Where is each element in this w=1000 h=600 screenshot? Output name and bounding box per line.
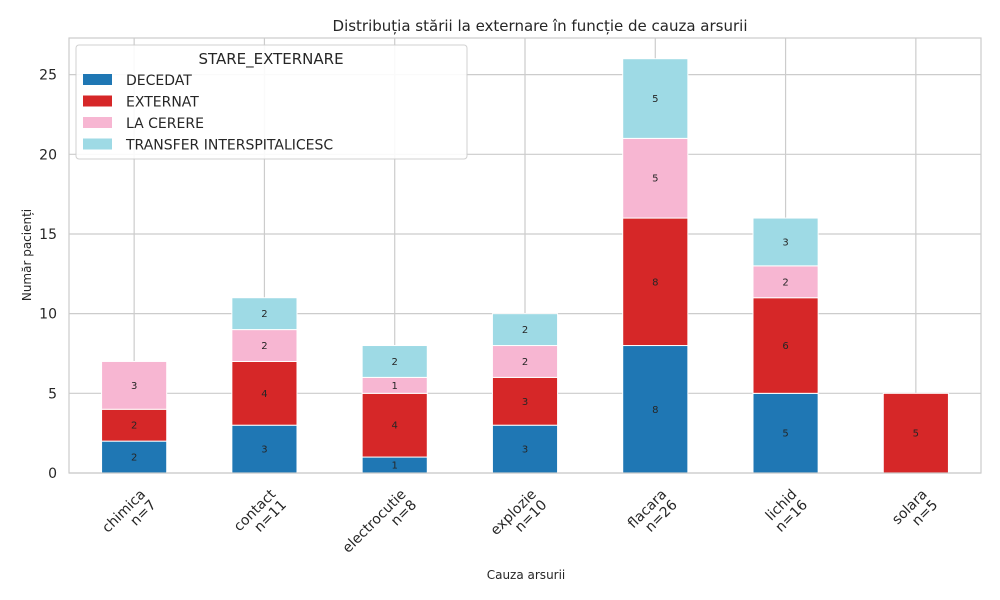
bar-segment-la-cerere — [491, 345, 559, 378]
data-label: 3 — [131, 381, 137, 392]
legend-entry: TRANSFER INTERSPITALICESC — [125, 138, 333, 154]
data-label: 8 — [652, 277, 658, 288]
bar-segment-transfer-interspitalicesc — [491, 313, 559, 347]
y-tick-label: 25 — [39, 68, 57, 84]
legend-box — [75, 44, 468, 160]
bar-segment-externat — [101, 408, 168, 442]
bar-segment-transfer-interspitalicesc — [231, 297, 298, 331]
bar-segment-decedat — [622, 345, 689, 474]
bar-segment-la-cerere — [622, 137, 689, 219]
y-tick-labels: 0 5 10 15 20 25 — [39, 68, 57, 482]
bar-segment-externat — [752, 297, 819, 394]
legend-entry: DECEDAT — [126, 73, 192, 89]
x-axis-label: Cauza arsurii — [487, 568, 566, 582]
data-label: 5 — [782, 429, 788, 440]
legend-entry: LA CERERE — [126, 116, 204, 132]
legend-swatch — [83, 95, 112, 107]
data-label: 2 — [261, 309, 267, 320]
bar-segment-transfer-interspitalicesc — [752, 217, 819, 267]
data-label: 3 — [522, 445, 528, 456]
data-label: 2 — [782, 277, 788, 288]
data-label: 4 — [261, 389, 267, 400]
data-label: 5 — [652, 174, 658, 185]
y-tick-label: 0 — [48, 466, 57, 482]
plot-frame — [68, 37, 982, 474]
y-axis-label: Număr pacienți — [20, 209, 34, 301]
data-label: 4 — [392, 421, 398, 432]
data-label: 6 — [782, 341, 788, 352]
data-label: 3 — [261, 445, 267, 456]
legend: STARE_EXTERNARE DECEDAT EXTERNAT LA CERERE… — [75, 44, 468, 160]
legend-items: DECEDAT EXTERNAT LA CERERE TRANSFER INTERSP… — [83, 73, 333, 154]
y-tick-label: 15 — [39, 227, 57, 243]
bar-segment-externat — [491, 376, 559, 426]
bar-segment-la-cerere — [101, 360, 168, 410]
segment-labels: 2 2 3 3 4 2 2 1 4 1 2 3 3 2 2 8 8 5 5 5 6 2 3 5 — [131, 94, 919, 471]
bar-segment-externat — [882, 392, 949, 474]
y-tick-label: 20 — [39, 147, 57, 163]
data-label: 2 — [131, 421, 137, 432]
data-label: 2 — [522, 357, 528, 368]
data-label: 2 — [261, 341, 267, 352]
data-label: 3 — [782, 237, 788, 248]
bar-segment-la-cerere — [231, 329, 298, 362]
y-tick-label: 10 — [39, 307, 57, 323]
data-label: 3 — [522, 397, 528, 408]
bar-segment-decedat — [231, 424, 298, 474]
data-label: 8 — [652, 405, 658, 416]
bar-segment-transfer-interspitalicesc — [622, 58, 689, 139]
bar-segment-transfer-interspitalicesc — [361, 345, 428, 378]
data-label: 5 — [652, 94, 658, 105]
data-label: 1 — [392, 461, 398, 472]
bar-segment-externat — [622, 217, 689, 347]
legend-entry: EXTERNAT — [126, 95, 199, 111]
bar-segment-externat — [361, 392, 428, 458]
data-label: 5 — [913, 429, 919, 440]
data-label: 2 — [131, 453, 137, 464]
data-label: 2 — [522, 325, 528, 336]
legend-title: STARE_EXTERNARE — [198, 50, 343, 69]
legend-swatch — [83, 138, 112, 150]
bar-segment-decedat — [752, 392, 819, 474]
legend-swatch — [83, 117, 112, 128]
bar-segment-la-cerere — [752, 265, 819, 299]
bar-segment-externat — [231, 360, 298, 426]
data-label: 2 — [392, 357, 398, 368]
chart-title: Distribuția stării la externare în funcț… — [333, 17, 748, 35]
legend-swatch — [83, 74, 112, 85]
data-label: 1 — [392, 381, 398, 392]
bars — [101, 58, 949, 474]
y-tick-label: 5 — [48, 386, 57, 402]
